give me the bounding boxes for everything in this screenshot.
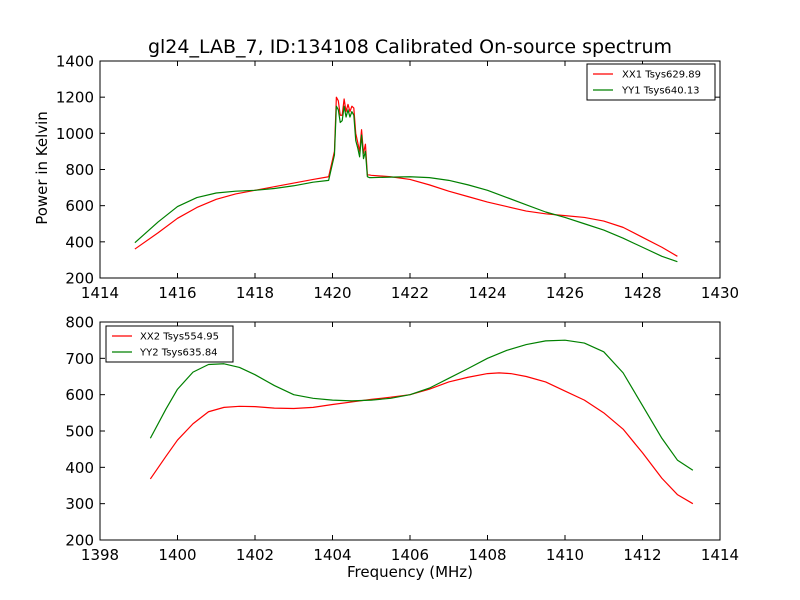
x-tick-label: 1402	[236, 546, 274, 564]
legend-label-yy1: YY1 Tsys640.13	[621, 86, 700, 97]
series-line-1-1	[149, 339, 694, 471]
y-tick-label: 600	[65, 386, 94, 404]
top-plot-series	[134, 96, 678, 263]
top-plot-legend: XX1 Tsys629.89 YY1 Tsys640.13	[586, 63, 716, 101]
y-tick-label: 400	[65, 459, 94, 477]
x-tick-label: 1406	[391, 546, 429, 564]
chart-title: gl24_LAB_7, ID:134108 Calibrated On-sour…	[148, 36, 672, 58]
series-line-0-0	[134, 96, 678, 257]
x-tick-label: 1408	[468, 546, 506, 564]
y-axis-label: Power in Kelvin	[33, 111, 51, 225]
x-tick-label: 1404	[313, 546, 351, 564]
x-tick-label: 1414	[701, 546, 739, 564]
y-tick-label: 700	[65, 350, 94, 368]
y-tick-label: 400	[65, 233, 94, 251]
y-tick-label: 600	[65, 197, 94, 215]
legend-box	[586, 63, 716, 101]
legend-label-xx2: XX2 Tsys554.95	[140, 332, 219, 343]
x-axis-label: Frequency (MHz)	[347, 563, 473, 581]
x-tick-label: 1420	[313, 284, 351, 302]
bottom-plot-legend: XX2 Tsys554.95 YY2 Tsys635.84	[105, 325, 234, 363]
bottom-plot: Frequency (MHz) 1398 1400 1402 1404 1406 1408…	[65, 314, 739, 582]
x-tick-label: 1428	[623, 284, 661, 302]
y-tick-label: 1400	[56, 53, 94, 71]
x-tick-label: 1414	[81, 284, 119, 302]
x-tick-label: 1426	[546, 284, 584, 302]
x-tick-label: 1412	[623, 546, 661, 564]
legend-label-yy2: YY2 Tsys635.84	[139, 348, 218, 359]
legend-label-xx1: XX1 Tsys629.89	[622, 70, 701, 81]
y-tick-label: 800	[65, 314, 94, 332]
x-tick-label: 1410	[546, 546, 584, 564]
y-tick-label: 800	[65, 161, 94, 179]
series-line-0-1	[134, 105, 678, 263]
x-tick-label: 1418	[236, 284, 274, 302]
x-tick-label: 1422	[391, 284, 429, 302]
y-tick-label: 1000	[56, 125, 94, 143]
y-tick-label: 1200	[56, 89, 94, 107]
top-plot-ticks: 1414 1416 1418 1420 1422 1424 1426 1428 1430 200 4…	[56, 53, 739, 303]
x-tick-label: 1430	[701, 284, 739, 302]
bottom-plot-ticks: 1398 1400 1402 1404 1406 1408 1410 1412 1414 200 3…	[65, 314, 739, 565]
x-tick-label: 1424	[468, 284, 506, 302]
y-tick-label: 300	[65, 495, 94, 513]
bottom-plot-series	[149, 339, 694, 505]
x-tick-label: 1398	[81, 546, 119, 564]
y-tick-label: 200	[65, 270, 94, 288]
top-plot: Power in Kelvin 1414 1416 1418 1420 1422 1424…	[33, 53, 739, 303]
y-tick-label: 500	[65, 423, 94, 441]
x-tick-label: 1400	[158, 546, 196, 564]
x-tick-label: 1416	[158, 284, 196, 302]
y-tick-label: 200	[65, 532, 94, 550]
legend-box	[105, 325, 234, 363]
